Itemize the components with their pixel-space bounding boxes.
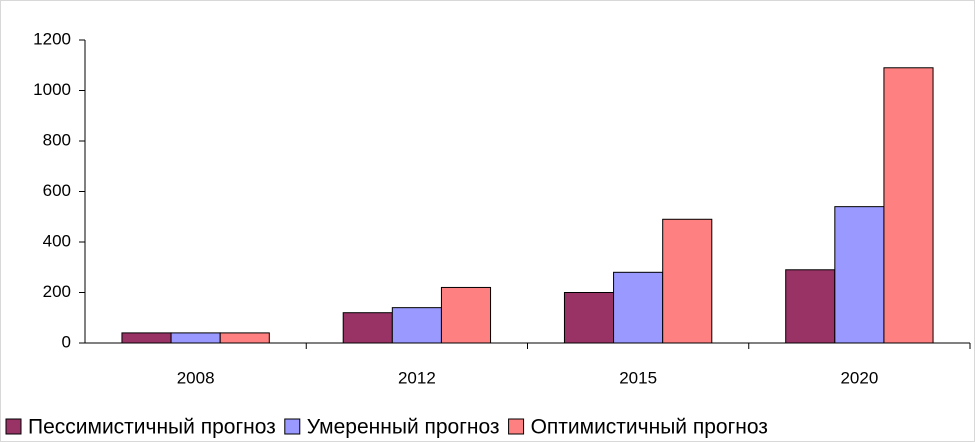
bar <box>563 292 615 344</box>
bar <box>834 206 885 344</box>
bar <box>883 67 934 344</box>
y-tick-label: 1000 <box>33 80 71 99</box>
y-tick-label: 200 <box>43 282 71 301</box>
legend-swatch <box>284 418 301 435</box>
bar <box>121 332 172 344</box>
legend-label: Пессимистичный прогноз <box>28 416 276 439</box>
y-tick-label: 0 <box>62 332 71 351</box>
bar <box>440 286 492 344</box>
x-tick-label: 2020 <box>840 368 878 387</box>
y-tick-label: 1200 <box>33 29 71 48</box>
legend-swatch <box>5 418 22 435</box>
bar <box>613 271 664 344</box>
bar <box>785 269 836 344</box>
x-tick-label: 2015 <box>619 368 657 387</box>
legend-label: Умеренный прогноз <box>307 416 500 439</box>
x-tick-label: 2008 <box>177 368 215 387</box>
y-tick-label: 600 <box>43 181 71 200</box>
bar <box>391 307 442 344</box>
bar <box>342 312 393 344</box>
bar <box>170 332 221 344</box>
legend-label: Оптимистичный прогноз <box>531 416 768 439</box>
bar <box>662 218 713 344</box>
x-tick-label: 2012 <box>398 368 436 387</box>
y-tick-label: 400 <box>43 231 71 250</box>
y-tick-label: 800 <box>43 130 71 149</box>
legend-swatch <box>508 418 525 435</box>
bar <box>219 332 270 344</box>
